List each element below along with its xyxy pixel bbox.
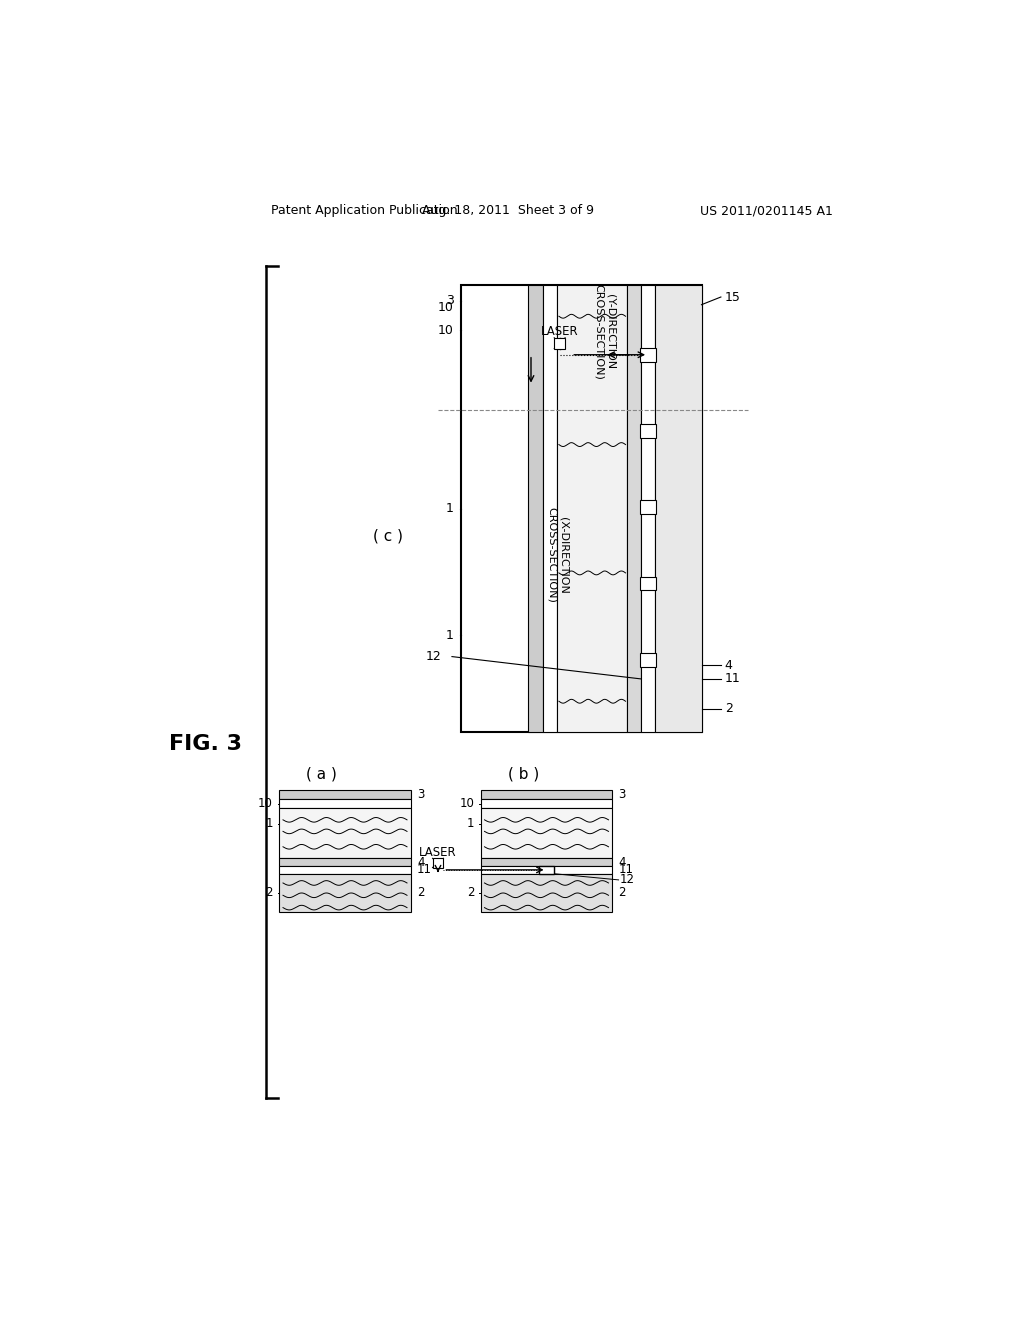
Text: Aug. 18, 2011  Sheet 3 of 9: Aug. 18, 2011 Sheet 3 of 9 xyxy=(422,205,594,218)
Bar xyxy=(554,338,565,348)
Text: 11: 11 xyxy=(618,863,634,876)
Bar xyxy=(528,285,544,733)
Text: 1: 1 xyxy=(445,628,454,642)
Bar xyxy=(640,348,655,362)
Text: (X-DIRECTION
CROSS-SECTION): (X-DIRECTION CROSS-SECTION) xyxy=(547,507,569,603)
Bar xyxy=(480,866,539,874)
Bar xyxy=(655,285,701,733)
Text: ( b ): ( b ) xyxy=(508,767,539,781)
Bar xyxy=(641,285,655,733)
Text: 10: 10 xyxy=(437,323,454,337)
Bar xyxy=(280,874,411,912)
Bar xyxy=(544,285,557,733)
Bar xyxy=(627,285,641,733)
Text: Patent Application Publication: Patent Application Publication xyxy=(271,205,458,218)
Text: 11: 11 xyxy=(417,863,432,876)
Text: 2: 2 xyxy=(725,702,732,715)
Text: 3: 3 xyxy=(445,294,454,308)
Text: 4: 4 xyxy=(725,659,732,672)
Text: ( a ): ( a ) xyxy=(306,767,337,781)
Bar xyxy=(554,866,612,874)
Bar xyxy=(280,866,411,874)
Bar xyxy=(280,858,411,866)
Text: ( c ): ( c ) xyxy=(373,528,402,544)
Bar xyxy=(640,500,655,513)
Text: 12: 12 xyxy=(426,649,442,663)
Text: (Y-DIRECTION
CROSS-SECTION): (Y-DIRECTION CROSS-SECTION) xyxy=(594,284,615,380)
Text: 3: 3 xyxy=(618,788,626,801)
Text: 12: 12 xyxy=(621,874,635,887)
Text: 10: 10 xyxy=(258,797,273,810)
Bar xyxy=(480,799,612,808)
Bar xyxy=(640,424,655,438)
Bar xyxy=(280,808,411,858)
Bar xyxy=(480,808,612,858)
Text: 2: 2 xyxy=(417,887,425,899)
Bar xyxy=(432,858,443,867)
Text: FIG. 3: FIG. 3 xyxy=(169,734,242,754)
Text: 1: 1 xyxy=(467,817,474,830)
Text: 10: 10 xyxy=(460,797,474,810)
Text: US 2011/0201145 A1: US 2011/0201145 A1 xyxy=(700,205,834,218)
Text: LASER: LASER xyxy=(419,846,457,859)
Bar xyxy=(480,858,612,866)
Text: 4: 4 xyxy=(618,855,626,869)
Text: 11: 11 xyxy=(725,672,740,685)
Bar xyxy=(539,866,554,874)
Bar xyxy=(461,285,701,733)
Text: 2: 2 xyxy=(265,887,273,899)
Text: 10: 10 xyxy=(437,301,454,314)
Bar xyxy=(640,653,655,667)
Text: 4: 4 xyxy=(417,855,425,869)
Text: 1: 1 xyxy=(265,817,273,830)
Bar xyxy=(640,577,655,590)
Text: 2: 2 xyxy=(467,887,474,899)
Text: LASER: LASER xyxy=(541,325,579,338)
Text: 2: 2 xyxy=(618,887,626,899)
Text: 1: 1 xyxy=(445,502,454,515)
Bar xyxy=(480,789,612,799)
Bar xyxy=(280,799,411,808)
Bar xyxy=(480,874,612,912)
Bar xyxy=(280,789,411,799)
Text: 3: 3 xyxy=(417,788,425,801)
Text: 15: 15 xyxy=(725,290,740,304)
Bar xyxy=(557,285,627,733)
